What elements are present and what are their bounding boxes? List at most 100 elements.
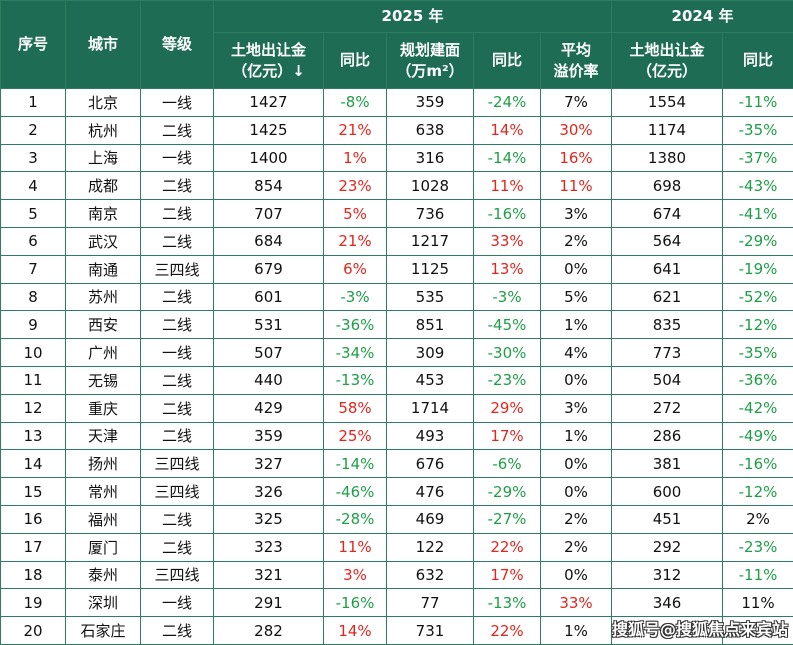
table-cell: -29% bbox=[722, 226, 793, 256]
table-cell: 17% bbox=[473, 560, 541, 590]
table-cell: 2% bbox=[539, 226, 613, 256]
table-cell: 重庆 bbox=[65, 393, 141, 423]
table-cell: 16 bbox=[0, 504, 66, 534]
table-row: 20 石家庄 二线 282 14% 731 22% 1% bbox=[0, 616, 793, 645]
table-cell: 二线 bbox=[140, 171, 214, 201]
table-cell: 三四线 bbox=[140, 560, 214, 590]
table-cell: 23% bbox=[323, 171, 387, 201]
table-cell: 321 bbox=[213, 560, 324, 590]
table-cell: 1125 bbox=[386, 254, 474, 284]
table-cell: 2% bbox=[539, 504, 613, 534]
header-line: （万m²） bbox=[396, 61, 464, 80]
table-cell: 638 bbox=[386, 115, 474, 145]
header-line: 规划建面 bbox=[399, 40, 460, 59]
table-cell: 493 bbox=[386, 421, 474, 451]
header-cell: 平均 溢价率 bbox=[539, 32, 613, 89]
header-cell: 土地出让金 （亿元） bbox=[611, 32, 724, 89]
table-cell: -29% bbox=[473, 477, 541, 506]
table-cell: -6% bbox=[473, 449, 541, 479]
table-cell: 451 bbox=[611, 504, 724, 534]
table-cell: 22% bbox=[473, 616, 541, 645]
header-cell: 同比 bbox=[473, 32, 541, 89]
table-cell: 一线 bbox=[140, 338, 214, 367]
table-cell: 1% bbox=[539, 616, 613, 645]
table-body: 1 北京 一线 1427 -8% 359 -24% 7% 1554 -11% 2 杭州 二线 1425 21… bbox=[0, 88, 793, 645]
table-row: 2 杭州 二线 1425 21% 638 14% 30% 1174 -35% bbox=[0, 115, 793, 145]
table-row: 14 扬州 三四线 327 -14% 676 -6% 0% 381 -16% bbox=[0, 449, 793, 479]
table-cell: 一线 bbox=[140, 143, 214, 173]
header-line: （亿元）↓ bbox=[232, 61, 305, 80]
table-cell: 440 bbox=[213, 365, 324, 395]
table-cell: 632 bbox=[386, 560, 474, 590]
table-row: 15 常州 三四线 326 -46% 476 -29% 0% 600 -12% bbox=[0, 477, 793, 506]
table-row: 11 无锡 二线 440 -13% 453 -23% 0% 504 -36% bbox=[0, 365, 793, 395]
table-row: 17 厦门 二线 323 11% 122 22% 2% 292 -23% bbox=[0, 532, 793, 562]
table-cell: 南通 bbox=[65, 254, 141, 284]
table-cell: 1 bbox=[0, 88, 66, 117]
table-cell: 无锡 bbox=[65, 365, 141, 395]
table-cell: -12% bbox=[722, 477, 793, 506]
table-cell: 621 bbox=[611, 282, 724, 312]
table-cell: 泰州 bbox=[65, 560, 141, 590]
table-cell: -13% bbox=[323, 365, 387, 395]
table-cell: 3% bbox=[539, 199, 613, 228]
table-row: 3 上海 一线 1400 1% 316 -14% 16% 1380 -37% bbox=[0, 143, 793, 173]
watermark: 搜狐号@搜狐焦点来宾站 bbox=[612, 620, 789, 639]
table-row: 8 苏州 二线 601 -3% 535 -3% 5% 621 -52% bbox=[0, 282, 793, 312]
header-line: 同比 bbox=[743, 51, 774, 69]
table-cell: -11% bbox=[722, 88, 793, 117]
table-cell: -14% bbox=[473, 143, 541, 173]
table-cell: 13 bbox=[0, 421, 66, 451]
table-cell: 0% bbox=[539, 254, 613, 284]
table-cell: 4% bbox=[539, 338, 613, 367]
table-cell: 381 bbox=[611, 449, 724, 479]
table-cell: 282 bbox=[213, 616, 324, 645]
table-cell: 25% bbox=[323, 421, 387, 451]
table-cell: 三四线 bbox=[140, 254, 214, 284]
table-cell: 二线 bbox=[140, 199, 214, 228]
table-cell: -35% bbox=[722, 338, 793, 367]
table-cell: 16% bbox=[539, 143, 613, 173]
table-cell: 一线 bbox=[140, 88, 214, 117]
table-cell: 1217 bbox=[386, 226, 474, 256]
header-line: （亿元） bbox=[637, 61, 698, 80]
table-cell: 359 bbox=[386, 88, 474, 117]
table-cell: 深圳 bbox=[65, 588, 141, 618]
table-cell: -3% bbox=[323, 282, 387, 312]
table-cell: 10 bbox=[0, 338, 66, 367]
table-cell: 石家庄 bbox=[65, 616, 141, 645]
table-cell: 469 bbox=[386, 504, 474, 534]
table-cell: -8% bbox=[323, 88, 387, 117]
header-cell: 2025 年 bbox=[212, 0, 613, 33]
table-cell: 0% bbox=[539, 365, 613, 395]
table-cell: 上海 bbox=[65, 143, 141, 173]
table-cell: 一线 bbox=[140, 588, 214, 618]
table-cell: 二线 bbox=[140, 226, 214, 256]
table-cell: 21% bbox=[323, 115, 387, 145]
table-cell: 535 bbox=[386, 282, 474, 312]
table-cell: 707 bbox=[213, 199, 324, 228]
table-cell: -41% bbox=[722, 199, 793, 228]
table-cell: 286 bbox=[611, 421, 724, 451]
table-row: 1 北京 一线 1427 -8% 359 -24% 7% 1554 -11% bbox=[0, 88, 793, 117]
table-cell: 14% bbox=[323, 616, 387, 645]
table-cell: 698 bbox=[611, 171, 724, 201]
table-cell: -23% bbox=[722, 532, 793, 562]
table-cell: 1425 bbox=[213, 115, 324, 145]
table-cell: 二线 bbox=[140, 532, 214, 562]
table-cell: 7% bbox=[539, 88, 613, 117]
table-cell: 429 bbox=[213, 393, 324, 423]
table-cell: 564 bbox=[611, 226, 724, 256]
table-cell: 天津 bbox=[65, 421, 141, 451]
table-cell: -24% bbox=[473, 88, 541, 117]
table-cell: 0% bbox=[539, 477, 613, 506]
header-line: 同比 bbox=[491, 51, 522, 69]
table-cell: -16% bbox=[473, 199, 541, 228]
table-cell: 18 bbox=[0, 560, 66, 590]
table-cell: 327 bbox=[213, 449, 324, 479]
table-cell: 12 bbox=[0, 393, 66, 423]
table-cell: 9 bbox=[0, 310, 66, 340]
table-cell: 2% bbox=[722, 504, 793, 534]
table-cell: -3% bbox=[473, 282, 541, 312]
